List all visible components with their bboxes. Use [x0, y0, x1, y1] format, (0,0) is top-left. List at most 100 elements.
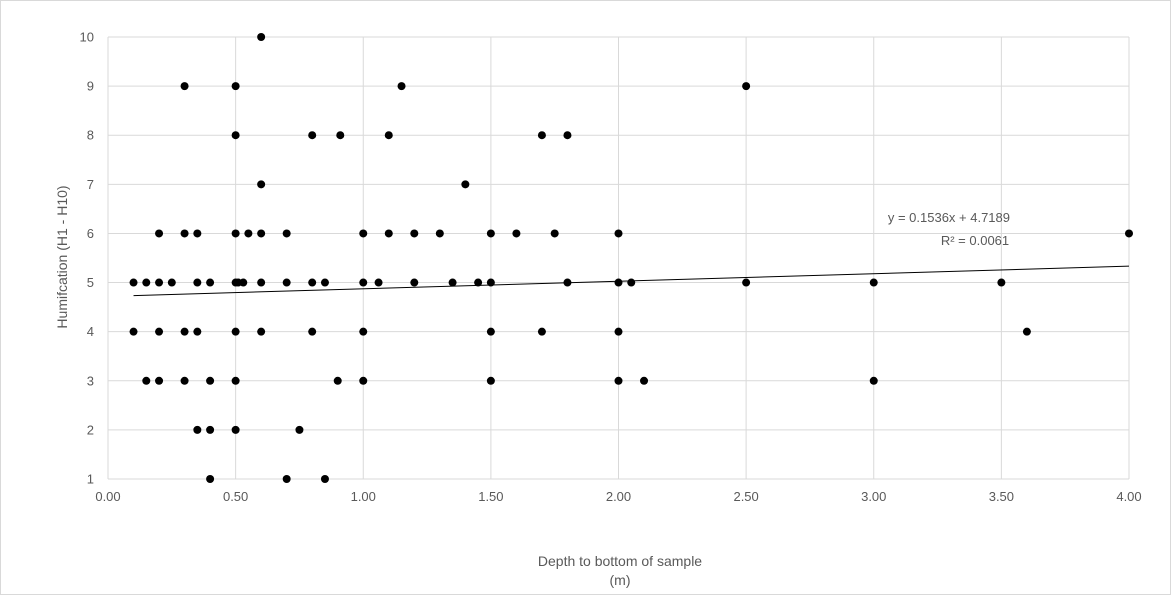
data-point [512, 229, 521, 238]
y-tick-label: 7 [87, 177, 94, 192]
data-point [155, 376, 164, 385]
data-point [614, 327, 623, 336]
data-point [869, 376, 878, 385]
data-point [742, 278, 751, 287]
data-point [614, 229, 623, 238]
data-point [239, 278, 248, 287]
data-point [448, 278, 457, 287]
x-tick-label: 2.50 [733, 489, 758, 504]
data-point [537, 131, 546, 140]
data-point [410, 229, 419, 238]
x-axis-title-unit: (m) [610, 572, 631, 588]
tick-labels: 0.00 0.50 1.00 1.50 2.00 2.50 3.00 3.50 4.00 1 2 3 4… [80, 30, 1142, 505]
data-point [206, 376, 215, 385]
data-point [537, 327, 546, 336]
data-point [486, 229, 495, 238]
data-point [257, 180, 266, 189]
data-point [231, 229, 240, 238]
data-point [295, 425, 304, 434]
data-point [193, 327, 202, 336]
y-tick-label: 1 [87, 472, 94, 487]
data-point [997, 278, 1006, 287]
data-point [257, 229, 266, 238]
x-tick-label: 3.50 [989, 489, 1014, 504]
x-axis-title: Depth to bottom of sample [538, 553, 702, 569]
data-point [320, 278, 329, 287]
data-point [384, 229, 393, 238]
data-point [257, 327, 266, 336]
data-point [155, 229, 164, 238]
data-point [614, 278, 623, 287]
data-point [742, 82, 751, 91]
data-point [308, 131, 317, 140]
data-point [627, 278, 636, 287]
data-point [474, 278, 483, 287]
data-point [193, 278, 202, 287]
data-point [1022, 327, 1031, 336]
data-point [282, 229, 291, 238]
x-tick-label: 4.00 [1116, 489, 1141, 504]
data-point [486, 376, 495, 385]
data-point [384, 131, 393, 140]
data-point [193, 229, 202, 238]
data-point [180, 82, 189, 91]
data-point [359, 229, 368, 238]
data-point [320, 475, 329, 483]
data-point [282, 278, 291, 287]
data-point [308, 327, 317, 336]
trendline-equation: y = 0.1536x + 4.7189 [888, 210, 1010, 225]
data-point [486, 327, 495, 336]
data-point [231, 327, 240, 336]
data-point [180, 327, 189, 336]
x-tick-label: 2.00 [606, 489, 631, 504]
data-point [167, 278, 176, 287]
data-point [563, 278, 572, 287]
data-point [359, 278, 368, 287]
data-point [374, 278, 383, 287]
data-point [155, 278, 164, 287]
data-point [563, 131, 572, 140]
y-tick-label: 5 [87, 275, 94, 290]
data-point [435, 229, 444, 238]
data-point [244, 229, 253, 238]
data-point [614, 376, 623, 385]
data-point [206, 278, 215, 287]
data-point [869, 278, 878, 287]
data-point [333, 376, 342, 385]
y-tick-label: 10 [80, 30, 94, 45]
x-tick-label: 1.50 [478, 489, 503, 504]
trendline-r-squared: R² = 0.0061 [941, 233, 1009, 248]
data-point [206, 425, 215, 434]
data-point [282, 475, 291, 483]
data-point [142, 376, 151, 385]
data-point [231, 425, 240, 434]
y-tick-label: 3 [87, 373, 94, 388]
y-axis-title: Humifcation (H1 - H10) [54, 185, 70, 328]
y-tick-label: 4 [87, 324, 94, 339]
data-point [1125, 229, 1133, 238]
x-tick-label: 1.00 [351, 489, 376, 504]
data-point [193, 425, 202, 434]
data-point [308, 278, 317, 287]
y-tick-label: 9 [87, 79, 94, 94]
data-point [180, 229, 189, 238]
y-tick-label: 6 [87, 226, 94, 241]
data-point [180, 376, 189, 385]
x-tick-label: 0.00 [95, 489, 120, 504]
data-point [397, 82, 406, 91]
data-point [359, 327, 368, 336]
data-point [129, 327, 138, 336]
data-point [257, 33, 266, 41]
data-points [129, 33, 1133, 483]
x-tick-label: 0.50 [223, 489, 248, 504]
data-point [129, 278, 138, 287]
data-point [231, 131, 240, 140]
data-point [359, 376, 368, 385]
data-point [410, 278, 419, 287]
y-tick-label: 2 [87, 422, 94, 437]
data-point [461, 180, 470, 189]
data-point [336, 131, 345, 140]
